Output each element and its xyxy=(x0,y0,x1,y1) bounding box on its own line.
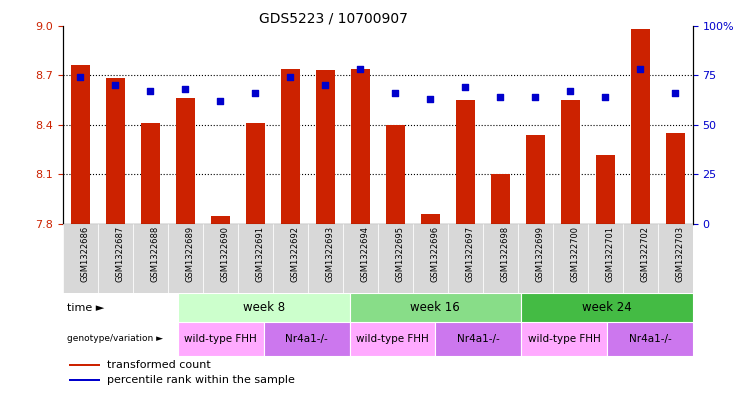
Text: week 16: week 16 xyxy=(411,301,460,314)
Point xyxy=(319,82,331,88)
Bar xyxy=(316,70,335,224)
Bar xyxy=(526,135,545,224)
Text: genotype/variation ►: genotype/variation ► xyxy=(67,334,163,343)
Point xyxy=(250,90,262,96)
Text: GSM1322699: GSM1322699 xyxy=(535,226,545,282)
Text: GSM1322697: GSM1322697 xyxy=(465,226,474,282)
Bar xyxy=(561,100,580,224)
Text: GSM1322687: GSM1322687 xyxy=(116,226,124,282)
Point xyxy=(390,90,402,96)
Bar xyxy=(70,364,99,366)
Bar xyxy=(596,154,615,224)
Bar xyxy=(281,68,300,224)
Point xyxy=(110,82,122,88)
Bar xyxy=(63,224,98,293)
Bar xyxy=(71,65,90,224)
Text: GSM1322694: GSM1322694 xyxy=(360,226,370,282)
Bar xyxy=(211,216,230,224)
Text: GSM1322698: GSM1322698 xyxy=(500,226,509,282)
Text: GSM1322692: GSM1322692 xyxy=(290,226,299,282)
Bar xyxy=(141,123,160,224)
Text: week 24: week 24 xyxy=(582,301,632,314)
Bar xyxy=(588,224,623,293)
Text: Nr4a1-/-: Nr4a1-/- xyxy=(628,334,671,344)
Point xyxy=(75,74,87,80)
Bar xyxy=(350,293,521,322)
Bar xyxy=(413,224,448,293)
Bar xyxy=(483,224,518,293)
Text: transformed count: transformed count xyxy=(107,360,211,370)
Text: GSM1322693: GSM1322693 xyxy=(325,226,334,282)
Text: GSM1322701: GSM1322701 xyxy=(605,226,614,282)
Text: GSM1322702: GSM1322702 xyxy=(640,226,649,282)
Point xyxy=(459,84,471,90)
Point xyxy=(179,86,191,92)
Bar xyxy=(273,224,308,293)
Point xyxy=(144,88,156,94)
Bar xyxy=(386,125,405,224)
Bar xyxy=(521,322,607,356)
Bar xyxy=(246,123,265,224)
Bar xyxy=(343,224,378,293)
Bar xyxy=(435,322,521,356)
Bar xyxy=(518,224,553,293)
Bar xyxy=(168,224,203,293)
Bar xyxy=(350,68,370,224)
Bar xyxy=(607,322,693,356)
Text: GSM1322688: GSM1322688 xyxy=(150,226,159,282)
Text: GSM1322689: GSM1322689 xyxy=(185,226,194,282)
Bar xyxy=(178,322,264,356)
Point xyxy=(634,66,646,72)
Bar xyxy=(238,224,273,293)
Text: GSM1322695: GSM1322695 xyxy=(396,226,405,282)
Bar xyxy=(98,224,133,293)
Bar xyxy=(521,293,693,322)
Point xyxy=(599,94,611,100)
Text: week 8: week 8 xyxy=(242,301,285,314)
Bar xyxy=(631,29,650,224)
Text: GSM1322690: GSM1322690 xyxy=(221,226,230,282)
Bar xyxy=(178,293,350,322)
Bar xyxy=(665,133,685,224)
Bar xyxy=(264,322,350,356)
Text: GSM1322696: GSM1322696 xyxy=(431,226,439,282)
Text: wild-type FHH: wild-type FHH xyxy=(356,334,429,344)
Text: GSM1322700: GSM1322700 xyxy=(571,226,579,282)
Text: GSM1322686: GSM1322686 xyxy=(81,226,90,282)
Bar xyxy=(350,322,435,356)
Text: GSM1322703: GSM1322703 xyxy=(675,226,685,282)
Point xyxy=(529,94,541,100)
Point xyxy=(669,90,681,96)
Bar xyxy=(448,224,483,293)
Bar xyxy=(658,224,693,293)
Text: wild-type FHH: wild-type FHH xyxy=(185,334,257,344)
Bar xyxy=(491,174,510,224)
Text: Nr4a1-/-: Nr4a1-/- xyxy=(285,334,328,344)
Bar xyxy=(176,98,195,224)
Bar xyxy=(553,224,588,293)
Text: time ►: time ► xyxy=(67,303,104,312)
Text: percentile rank within the sample: percentile rank within the sample xyxy=(107,375,295,385)
Point xyxy=(425,96,436,102)
Bar xyxy=(623,224,658,293)
Point xyxy=(354,66,366,72)
Bar xyxy=(203,224,238,293)
Bar xyxy=(421,214,440,224)
Bar xyxy=(456,100,475,224)
Bar xyxy=(378,224,413,293)
Text: wild-type FHH: wild-type FHH xyxy=(528,334,600,344)
Point xyxy=(215,98,227,104)
Point xyxy=(565,88,576,94)
Point xyxy=(285,74,296,80)
Bar xyxy=(133,224,168,293)
Text: Nr4a1-/-: Nr4a1-/- xyxy=(457,334,499,344)
Bar xyxy=(70,379,99,381)
Text: GSM1322691: GSM1322691 xyxy=(256,226,265,282)
Bar xyxy=(308,224,343,293)
Text: GDS5223 / 10700907: GDS5223 / 10700907 xyxy=(259,12,408,26)
Bar xyxy=(106,79,125,224)
Point xyxy=(494,94,506,100)
